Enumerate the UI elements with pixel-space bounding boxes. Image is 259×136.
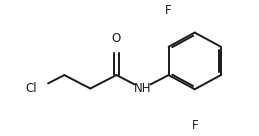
Text: O: O [112,32,121,45]
Text: F: F [165,4,172,17]
Text: Cl: Cl [25,82,37,95]
Text: F: F [191,119,198,132]
Text: NH: NH [134,82,151,95]
